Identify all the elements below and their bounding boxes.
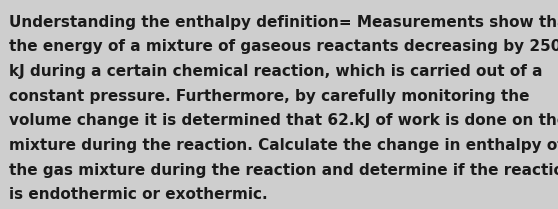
Text: kJ during a certain chemical reaction, which is carried out of a: kJ during a certain chemical reaction, w… <box>9 64 542 79</box>
Text: constant pressure. Furthermore, by carefully monitoring the: constant pressure. Furthermore, by caref… <box>9 89 530 104</box>
Text: mixture during the reaction. Calculate the change in enthalpy of: mixture during the reaction. Calculate t… <box>9 138 558 153</box>
Text: the gas mixture during the reaction and determine if the reaction: the gas mixture during the reaction and … <box>9 163 558 178</box>
Text: volume change it is determined that 62.kJ of work is done on the: volume change it is determined that 62.k… <box>9 113 558 128</box>
Text: the energy of a mixture of gaseous reactants decreasing by 250.: the energy of a mixture of gaseous react… <box>9 39 558 54</box>
Text: is endothermic or exothermic.: is endothermic or exothermic. <box>9 187 267 202</box>
Text: Understanding the enthalpy definition= Measurements show that: Understanding the enthalpy definition= M… <box>9 15 558 30</box>
